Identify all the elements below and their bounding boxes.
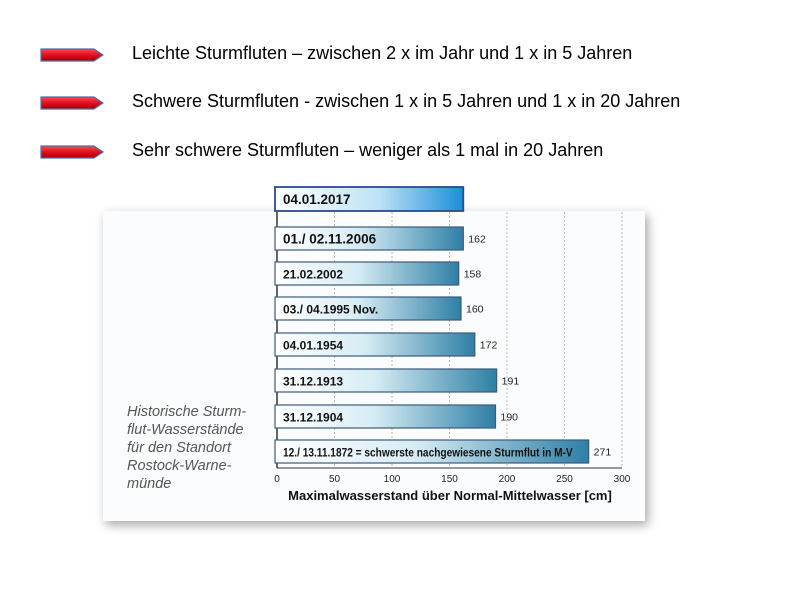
caption-line: flut-Wasserstände	[127, 422, 244, 438]
red-arrow-icon	[40, 48, 104, 62]
bar-category-label: 21.02.2002	[283, 268, 343, 282]
bar-value-label: 271	[594, 447, 612, 459]
red-arrow-icon	[40, 96, 104, 110]
bar-value-label: 190	[501, 412, 519, 424]
bar-category-label: 12./ 13.11.1872 = schwerste nachgewiesen…	[283, 448, 573, 460]
bar-value-label: 172	[480, 340, 498, 352]
legend-item-label: Leichte Sturmfluten – zwischen 2 x im Ja…	[132, 43, 633, 63]
bar-category-label: 03./ 04.1995 Nov.	[283, 303, 378, 317]
legend-item-label: Sehr schwere Sturmfluten – weniger als 1…	[132, 140, 604, 160]
caption-line: für den Standort	[127, 440, 231, 456]
bar	[274, 226, 464, 251]
x-tick-label: 300	[614, 474, 631, 485]
bar-category-label: 04.01.1954	[283, 339, 343, 353]
legend-item-label: Schwere Sturmfluten - zwischen 1 x in 5 …	[132, 91, 681, 111]
bar	[274, 296, 462, 321]
x-tick-label: 250	[556, 474, 573, 485]
x-tick-label: 200	[499, 474, 516, 485]
bar	[274, 439, 590, 464]
red-arrow-icon	[40, 145, 104, 159]
caption-line: münde	[127, 476, 172, 492]
x-axis-label: Maximalwasserstand über Normal-Mittelwas…	[288, 488, 612, 503]
bar-value-label: 162	[468, 234, 486, 246]
bar	[274, 186, 465, 212]
x-tick-label: 150	[441, 474, 458, 485]
bar-value-label: 158	[464, 269, 482, 281]
chart-caption: Historische Sturm- flut-Wasserstände für…	[127, 403, 277, 493]
bar	[274, 368, 498, 393]
x-tick-label: 0	[274, 474, 280, 485]
bar-category-label: 31.12.1913	[283, 375, 343, 389]
x-tick-label: 50	[329, 474, 341, 485]
bar	[274, 261, 460, 286]
bar-category-label: 31.12.1904	[283, 411, 343, 425]
bar-value-label: 191	[502, 376, 520, 388]
x-tick-label: 100	[384, 474, 401, 485]
bar	[274, 404, 497, 429]
caption-line: Rostock-Warne-	[127, 458, 232, 474]
bar-category-label: 01./ 02.11.2006	[283, 232, 377, 247]
bar	[274, 332, 476, 357]
bar-category-label: 04.01.2017	[283, 192, 351, 207]
caption-line: Historische Sturm-	[127, 404, 247, 420]
bar-value-label: 160	[466, 304, 484, 316]
